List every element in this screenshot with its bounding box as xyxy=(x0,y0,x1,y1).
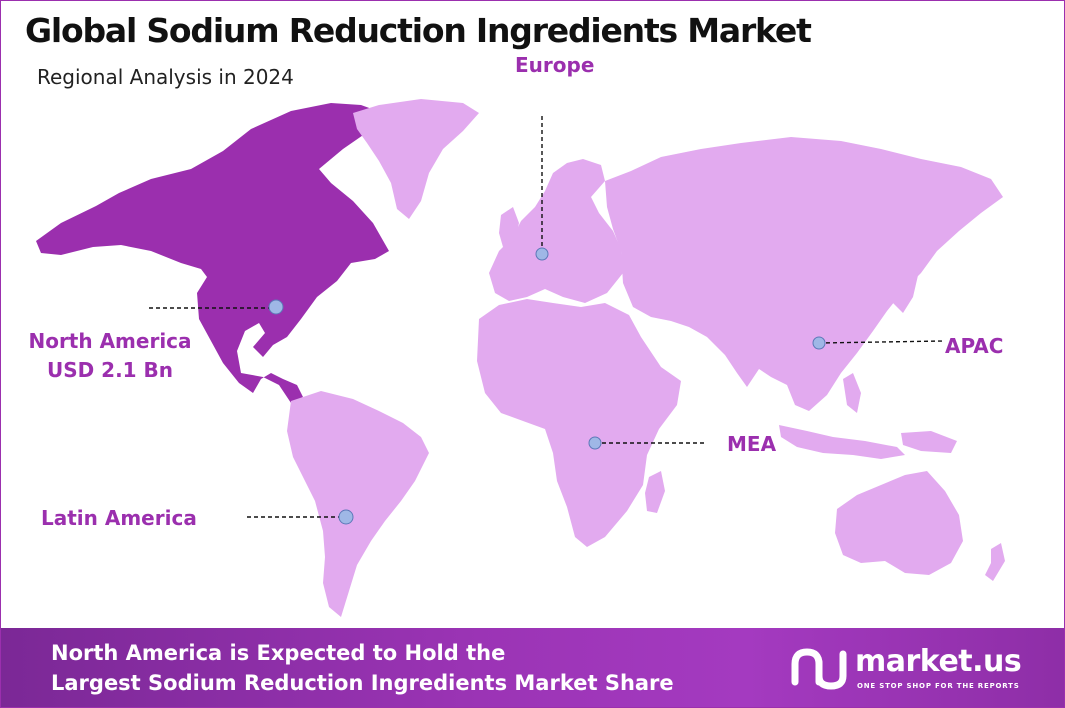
market-us-logo-icon xyxy=(791,648,847,690)
region-europe xyxy=(489,159,623,303)
north-america-label: North America USD 2.1 Bn xyxy=(15,327,205,385)
north-america-name: North America xyxy=(28,329,192,353)
region-australia xyxy=(835,471,963,575)
latin-america-label: Latin America xyxy=(41,506,197,530)
footer-text-line-1: North America is Expected to Hold the xyxy=(51,641,506,665)
region-new-guinea xyxy=(901,431,957,453)
region-new-zealand xyxy=(985,543,1005,581)
region-north-america xyxy=(36,103,389,403)
brand-logo[interactable]: market.us ONE STOP SHOP FOR THE REPORTS xyxy=(787,640,1047,700)
region-greenland xyxy=(353,99,479,219)
region-latin-america xyxy=(287,391,429,617)
region-madagascar xyxy=(645,471,665,513)
region-philippines xyxy=(843,373,861,413)
footer-text-line-2: Largest Sodium Reduction Ingredients Mar… xyxy=(51,671,674,695)
latin-america-marker xyxy=(338,509,354,525)
region-japan xyxy=(893,251,919,313)
north-america-value: USD 2.1 Bn xyxy=(46,358,174,382)
europe-marker xyxy=(535,247,549,261)
apac-marker xyxy=(812,336,826,350)
brand-tagline: ONE STOP SHOP FOR THE REPORTS xyxy=(857,682,1020,690)
region-mea xyxy=(477,299,681,547)
north-america-marker xyxy=(268,299,284,315)
page-title: Global Sodium Reduction Ingredients Mark… xyxy=(25,11,812,50)
apac-label: APAC xyxy=(945,334,1004,358)
footer-banner: North America is Expected to Hold the La… xyxy=(1,628,1064,707)
mea-marker xyxy=(588,436,602,450)
world-map xyxy=(36,99,1005,617)
page-subtitle: Regional Analysis in 2024 xyxy=(37,65,294,89)
brand-name: market.us xyxy=(855,644,1022,679)
region-uk xyxy=(499,207,519,247)
mea-label: MEA xyxy=(727,432,777,456)
region-apac xyxy=(605,137,1003,411)
europe-label: Europe xyxy=(515,53,595,77)
region-indonesia xyxy=(779,425,905,459)
